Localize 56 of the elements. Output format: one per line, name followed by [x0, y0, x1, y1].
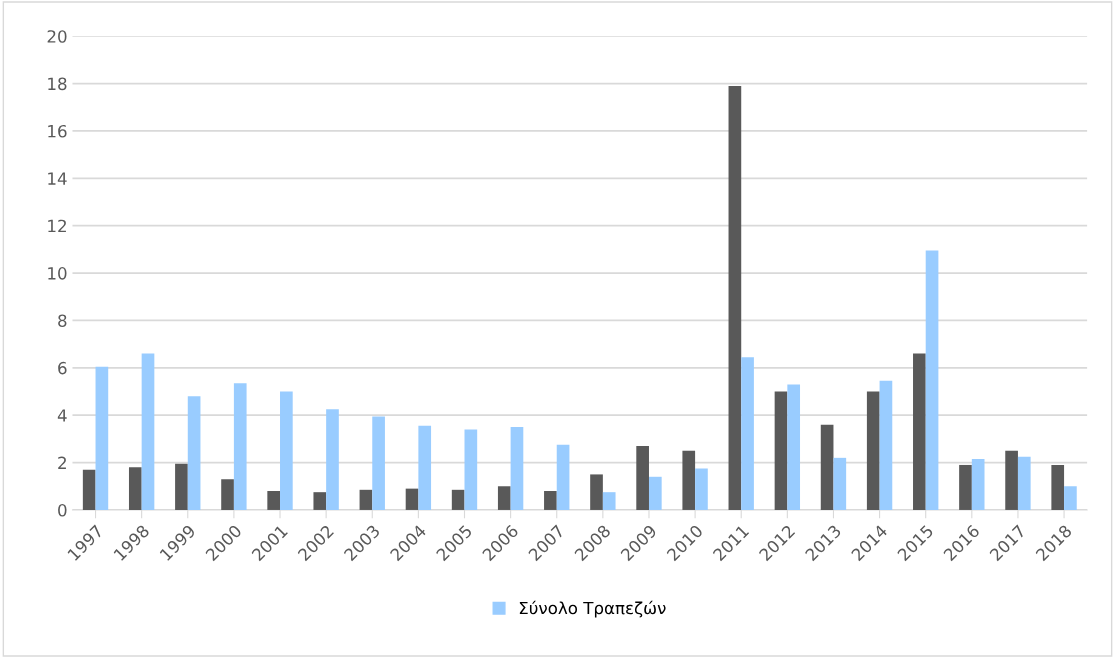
y-tick-label: 10 — [48, 267, 67, 280]
bar — [451, 489, 465, 510]
bar — [280, 391, 293, 510]
bar — [787, 384, 801, 510]
y-tick-label: 8 — [58, 314, 67, 328]
bar — [820, 424, 834, 510]
bar — [1051, 464, 1065, 510]
bar — [971, 459, 985, 510]
bar — [879, 380, 893, 510]
bar — [833, 457, 847, 510]
bar — [1005, 450, 1018, 510]
bar — [464, 429, 478, 510]
bar — [1064, 486, 1077, 510]
bar — [728, 85, 742, 510]
bar — [267, 491, 281, 510]
bar — [774, 391, 788, 510]
y-tick-label: 14 — [48, 172, 67, 185]
bar — [326, 409, 339, 510]
bar — [544, 491, 557, 510]
bar — [682, 450, 696, 510]
y-tick-label: 2 — [58, 456, 66, 469]
bar — [556, 444, 570, 510]
y-tick-label: 6 — [58, 361, 67, 375]
bar — [359, 489, 373, 510]
y-tick-label: 18 — [48, 77, 67, 91]
bar — [313, 492, 327, 510]
y-tick-label: 4 — [57, 409, 67, 422]
bar — [187, 396, 201, 510]
y-tick-label: 20 — [47, 30, 67, 43]
bar — [497, 486, 511, 510]
bar — [866, 391, 880, 510]
bar — [913, 353, 926, 510]
bar — [959, 464, 972, 510]
bar — [82, 469, 96, 510]
bar — [925, 250, 939, 510]
bar — [128, 467, 142, 510]
bar — [141, 353, 155, 510]
bar — [372, 416, 385, 510]
bar — [405, 488, 419, 510]
bar — [175, 463, 188, 510]
y-tick-label: 12 — [48, 219, 66, 233]
bar — [602, 492, 616, 510]
bar — [1017, 456, 1031, 510]
y-tick-label: 0 — [58, 503, 67, 517]
legend-label: Σύνολο Τραπεζών — [519, 600, 666, 618]
bar — [648, 476, 662, 510]
bar — [418, 425, 432, 510]
bar — [95, 366, 109, 510]
bar — [590, 474, 603, 510]
bar — [695, 468, 708, 510]
bar — [741, 357, 754, 510]
bar — [510, 427, 524, 510]
y-tick-label: 16 — [48, 124, 67, 138]
bar — [221, 479, 234, 510]
bar — [636, 445, 649, 510]
bar — [233, 383, 247, 510]
